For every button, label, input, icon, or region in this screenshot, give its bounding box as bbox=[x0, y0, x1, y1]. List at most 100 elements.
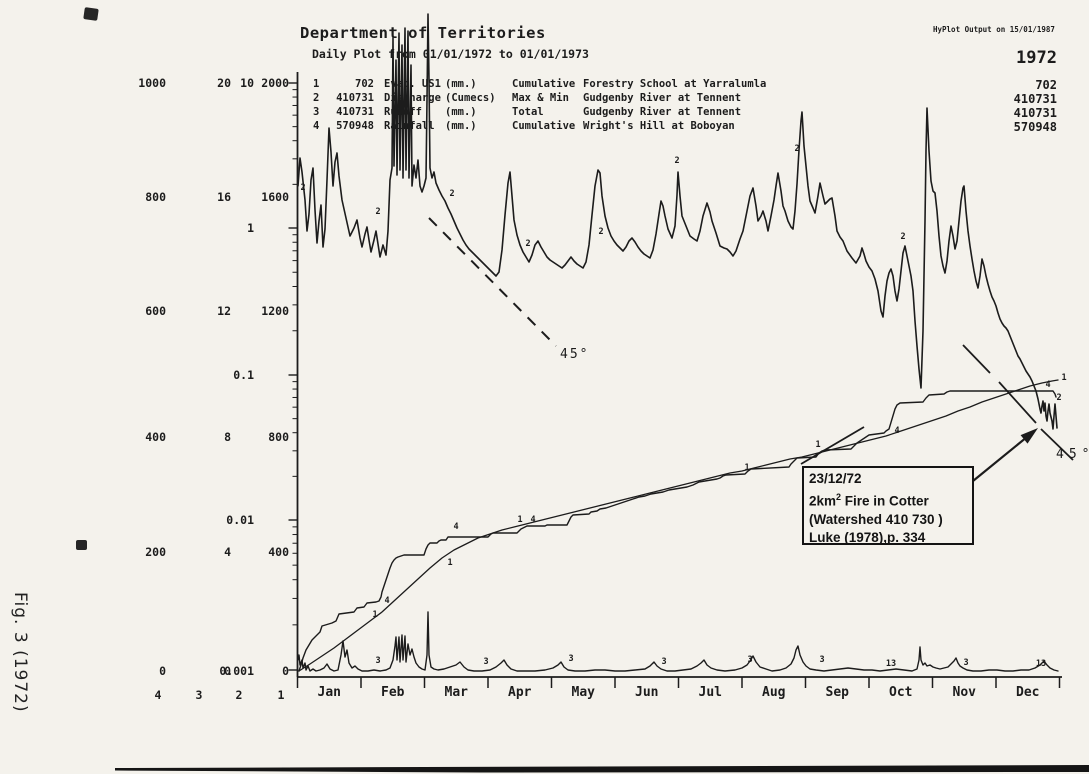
annotation-date: 23/12/72 bbox=[809, 471, 862, 486]
axis-column-number: 3 bbox=[196, 688, 203, 702]
y-axis-label: 200 bbox=[145, 545, 166, 559]
series-number-label: 2 bbox=[1056, 393, 1061, 403]
series-number-label: 4 bbox=[453, 522, 458, 532]
legend-row-num: 2 bbox=[313, 92, 320, 104]
annotation-watershed: (Watershed 410 730 ) bbox=[809, 511, 943, 527]
figure-label: Fig. 3 (1972) bbox=[10, 592, 30, 713]
month-label: May bbox=[572, 685, 596, 700]
legend-series-id: 410731 bbox=[336, 92, 374, 104]
month-label: Nov bbox=[953, 685, 977, 700]
annotation-event: 2km2 Fire in Cotter bbox=[809, 488, 967, 511]
page-title: Department of Territories bbox=[300, 24, 546, 42]
slope-45-solid-line bbox=[1040, 428, 1074, 461]
legend-unit: (Cumecs) bbox=[445, 92, 496, 104]
legend-row-num: 4 bbox=[313, 120, 320, 132]
series-number-label: 3 bbox=[819, 655, 824, 665]
legend-unit: (mm.) bbox=[445, 106, 477, 118]
series-number-label: 2 bbox=[674, 156, 679, 166]
series-number-label: 2 bbox=[794, 144, 799, 154]
series-number-label: 1 bbox=[372, 610, 377, 620]
series-number-label: 3 bbox=[568, 654, 573, 664]
y-axis-label: 0 bbox=[224, 664, 231, 678]
series-number-label: 3 bbox=[375, 656, 380, 666]
series-line-1 bbox=[298, 379, 1059, 672]
series-number-label: 1 bbox=[517, 515, 522, 525]
angle-label-45-right: 45° bbox=[1056, 447, 1089, 462]
series-number-label: 2 bbox=[900, 232, 905, 242]
y-axis-label: 8 bbox=[224, 430, 231, 444]
series-number-label: 4 bbox=[894, 426, 899, 436]
annotation-arrow-shaft bbox=[972, 432, 1033, 482]
y-axis-label: 0.001 bbox=[219, 664, 254, 678]
slope-45-solid-line bbox=[800, 426, 865, 465]
series-number-label: 2 bbox=[300, 183, 305, 193]
series-number-label: 4 bbox=[384, 596, 389, 606]
annotation-event-text: 2km bbox=[809, 493, 837, 509]
legend-row-num: 1 bbox=[313, 78, 320, 90]
axis-column-number: 4 bbox=[155, 688, 162, 702]
y-axis-label: 16 bbox=[217, 190, 231, 204]
legend-statistic: Cumulative bbox=[512, 120, 576, 132]
legend-series-id: 570948 bbox=[336, 120, 374, 132]
month-label: Jul bbox=[699, 685, 722, 700]
y-axis-label: 600 bbox=[145, 304, 166, 318]
legend-series-id: 410731 bbox=[336, 106, 374, 118]
series-number-label: 3 bbox=[661, 657, 666, 667]
series-number-label: 4 bbox=[1045, 380, 1050, 390]
y-axis-label: 0.01 bbox=[226, 513, 254, 527]
y-axis-label: 0 bbox=[159, 664, 166, 678]
slope-45-dashed-line bbox=[428, 217, 557, 347]
legend-value: 410731 bbox=[1013, 106, 1057, 120]
series-number-label: 13 bbox=[886, 659, 896, 669]
legend-row: 4 570948 Rainfall (mm.) Cumulative Wrigh… bbox=[0, 120, 1089, 134]
series-number-label: 2 bbox=[525, 239, 530, 249]
y-axis-label: 1 bbox=[247, 221, 254, 235]
month-label: Feb bbox=[381, 685, 405, 700]
legend-station: Gudgenby River at Tennent bbox=[583, 106, 742, 118]
annotation-event-sup: 2 bbox=[836, 492, 842, 502]
series-number-label: 2 bbox=[449, 189, 454, 199]
legend-series-id: 702 bbox=[355, 78, 374, 90]
series-line-2 bbox=[297, 13, 1058, 430]
output-stamp: HyPlot Output on 15/01/1987 bbox=[933, 25, 1055, 34]
y-axis-label: 400 bbox=[145, 430, 166, 444]
axis-column-number: 2 bbox=[236, 688, 243, 702]
series-number-label: 1 bbox=[744, 463, 749, 473]
series-number-label: 2 bbox=[598, 227, 603, 237]
legend-station: Forestry School at Yarralumla bbox=[583, 78, 767, 90]
annotation-event-rest: Fire in Cotter bbox=[841, 493, 929, 509]
month-label: Apr bbox=[508, 685, 532, 700]
y-axis-label: 1600 bbox=[261, 190, 289, 204]
y-axis-label: 800 bbox=[268, 430, 289, 444]
axis-column-number: 1 bbox=[278, 688, 285, 702]
y-axis-label: 1200 bbox=[261, 304, 289, 318]
legend-unit: (mm.) bbox=[445, 120, 477, 132]
legend-value: 410731 bbox=[1013, 92, 1057, 106]
series-number-label: 3 bbox=[963, 658, 968, 668]
series-line-4 bbox=[298, 390, 1057, 672]
legend-row: 3 410731 Runoff (mm.) Total Gudgenby Riv… bbox=[0, 106, 1089, 120]
legend-value: 702 bbox=[1035, 78, 1057, 92]
y-axis-label: 0.1 bbox=[233, 368, 254, 382]
year-label: 1972 bbox=[1016, 48, 1057, 68]
y-axis-label: 2000 bbox=[261, 76, 289, 90]
series-number-label: 3 bbox=[483, 657, 488, 667]
fire-annotation-box: 23/12/72 2km2 Fire in Cotter (Watershed … bbox=[802, 466, 974, 545]
series-number-label: 1 bbox=[815, 440, 820, 450]
legend-station: Wright's Hill at Boboyan bbox=[583, 120, 735, 132]
series-number-label: 4 bbox=[530, 515, 535, 525]
y-axis-label: 20 bbox=[217, 76, 231, 90]
month-label: Jan bbox=[318, 685, 341, 700]
y-axis-label: 400 bbox=[268, 545, 289, 559]
page-subtitle: Daily Plot from 01/01/1972 to 01/01/1973 bbox=[312, 47, 589, 61]
month-label: Dec bbox=[1016, 685, 1039, 700]
month-label: Sep bbox=[826, 685, 850, 700]
y-axis-label: 0 bbox=[282, 664, 289, 678]
y-axis-label: 800 bbox=[145, 190, 166, 204]
scan-edge-strip bbox=[115, 765, 1089, 773]
series-number-label: 1 bbox=[1061, 373, 1066, 383]
legend-statistic: Max & Min bbox=[512, 92, 569, 104]
legend-statistic: Cumulative bbox=[512, 78, 576, 90]
